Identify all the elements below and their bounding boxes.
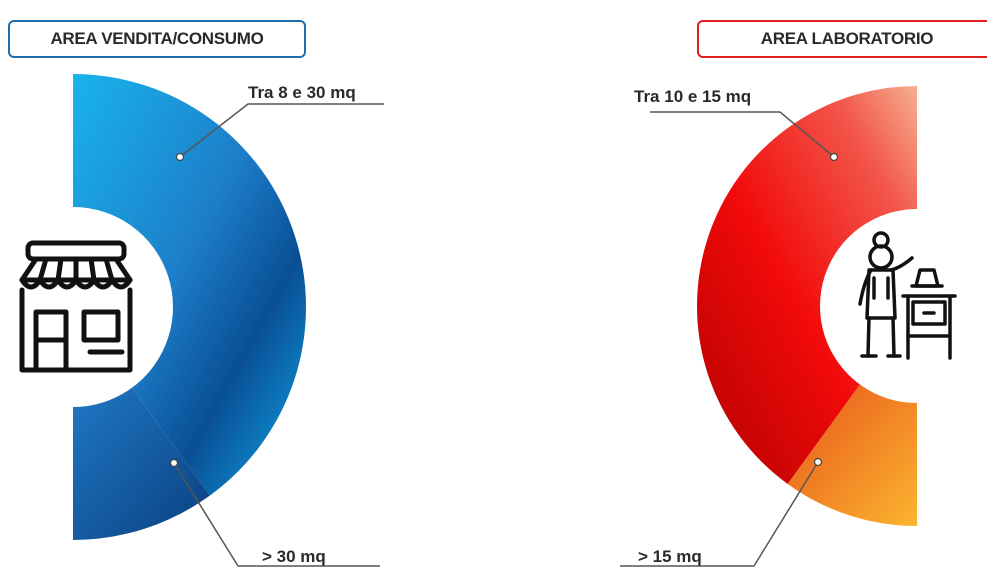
- slice-2: [73, 387, 210, 540]
- slice-1: [73, 74, 306, 496]
- shop-icon: [19, 240, 133, 373]
- leader-line: [173, 462, 380, 567]
- slice-label: > 15 mq: [638, 547, 702, 566]
- donut-chart-laboratorio: Tra 10 e 15 mq > 15 mq: [620, 86, 917, 567]
- chart-title-vendita: AREA VENDITA/CONSUMO: [8, 20, 306, 58]
- donut-chart-vendita: Tra 8 e 30 mq > 30 mq: [73, 74, 384, 567]
- chart-title-laboratorio: AREA LABORATORIO: [697, 20, 987, 58]
- leader-dot: [175, 152, 185, 162]
- leader-line: [650, 111, 835, 158]
- slice-label: Tra 8 e 30 mq: [248, 83, 356, 102]
- baker-icon: [858, 231, 957, 360]
- slice-1: [697, 86, 917, 484]
- slice-2: [787, 384, 917, 526]
- leader-dot: [169, 458, 179, 468]
- leader-dot: [829, 152, 839, 162]
- slice-label: > 30 mq: [262, 547, 326, 566]
- leader-dot: [813, 457, 823, 467]
- slice-label: Tra 10 e 15 mq: [634, 87, 751, 106]
- leader-line: [620, 461, 819, 567]
- leader-line: [179, 103, 384, 158]
